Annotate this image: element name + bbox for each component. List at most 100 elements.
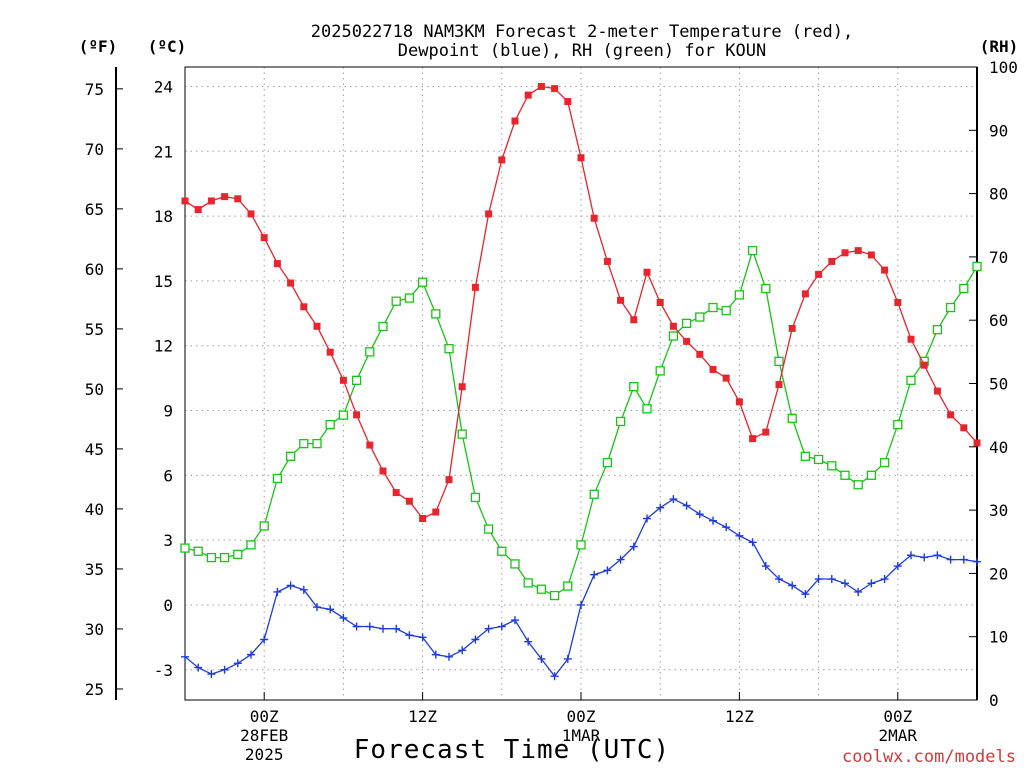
temperature-series-point <box>181 197 189 205</box>
rh-series-point <box>721 306 731 316</box>
temperature-series-point <box>234 195 242 203</box>
temperature-series-point <box>815 270 823 278</box>
celsius-tick-label: 18 <box>154 207 173 226</box>
title-line-2: Dewpoint (blue), RH (green) for KOUN <box>398 41 766 61</box>
fahrenheit-tick-label: 75 <box>85 80 104 99</box>
rh-series-point <box>325 419 335 430</box>
dewpoint-series-point <box>247 650 255 659</box>
temperature-series-point <box>498 156 506 164</box>
dewpoint-series-point <box>471 635 480 644</box>
dewpoint-series-point <box>669 495 678 504</box>
rh-series-point <box>827 461 837 471</box>
rh-series-point <box>629 382 639 392</box>
x-tick-label: 12Z <box>408 707 437 726</box>
x-tick-label: 00Z <box>250 707 279 726</box>
x-tick-label: 2025 <box>245 745 284 764</box>
rh-series-point <box>615 416 626 427</box>
rh-tick-label: 30 <box>989 501 1008 520</box>
temperature-series-point <box>775 381 783 389</box>
temperature-series-point <box>313 322 321 330</box>
temperature-series-point <box>709 365 717 373</box>
dewpoint-series-point <box>616 555 625 564</box>
celsius-tick-label: -3 <box>154 661 173 680</box>
dewpoint-series-point <box>260 635 269 644</box>
temperature-series-point <box>194 206 202 214</box>
dewpoint-series-point <box>920 553 929 562</box>
rh-series-point <box>180 543 190 553</box>
rh-series-point <box>932 325 943 335</box>
temperature-series-point <box>801 290 809 298</box>
dewpoint-series-point <box>524 637 533 646</box>
rh-series-point <box>813 454 824 465</box>
temperature-series-point <box>656 298 664 306</box>
rh-series-point <box>259 521 269 531</box>
dewpoint-series-point <box>207 670 216 679</box>
temperature-series-point <box>617 296 625 304</box>
dewpoint-series-point <box>590 570 599 579</box>
fahrenheit-tick-label: 55 <box>85 320 104 339</box>
temperature-series-point <box>221 193 229 201</box>
rh-series-point <box>602 457 613 468</box>
dewpoint-series-point <box>484 624 493 633</box>
dewpoint-series-point <box>194 663 203 672</box>
rh-series-point <box>497 546 507 556</box>
rh-series-point <box>972 261 982 272</box>
temperature-series-point <box>432 508 440 516</box>
dewpoint-series-point <box>445 652 453 661</box>
rh-series-point <box>695 312 705 322</box>
rh-series-point <box>351 375 362 385</box>
axes <box>115 66 978 701</box>
dewpoint-series-point <box>550 672 559 681</box>
temperature-series-point <box>669 322 677 330</box>
dewpoint-series-point <box>814 575 823 584</box>
temperature-series-point <box>881 266 889 274</box>
temperature-series-point <box>273 260 281 268</box>
temperature-series-point <box>366 441 374 449</box>
rh-series-point <box>681 318 692 329</box>
rh-series-point <box>378 321 388 332</box>
temperature-series-point <box>287 279 295 287</box>
fahrenheit-unit-label: (ºF) <box>79 37 118 56</box>
rh-series-point <box>840 470 850 480</box>
temperature-series-point <box>841 249 849 257</box>
dewpoint-series-point <box>497 622 506 631</box>
temperature-series-point <box>524 91 532 99</box>
rh-series-point <box>272 473 283 484</box>
temperature-series-point <box>643 268 651 276</box>
dewpoint-series-point <box>788 581 797 590</box>
dewpoint-series-point <box>603 566 612 575</box>
temperature-series-point <box>537 82 545 90</box>
rh-series-point <box>708 302 718 313</box>
temperature-series-point <box>405 497 413 505</box>
dewpoint-series-point <box>695 510 704 519</box>
rh-series-point <box>747 245 758 256</box>
x-tick-label: 00Z <box>883 707 912 726</box>
temperature-series-point <box>749 435 757 443</box>
tick-labels: -3 0 3 6 9 12 15 18 21 24 25 30 35 40 45 50 55 60 65 70 75 0 1… <box>85 58 1018 764</box>
temperature-series-point <box>735 398 743 406</box>
dewpoint-series-point <box>933 551 942 560</box>
dewpoint-series-point <box>511 616 519 625</box>
dewpoint-series-point <box>775 575 783 584</box>
temperature-series-point <box>551 85 559 93</box>
fahrenheit-tick-label: 45 <box>85 440 104 459</box>
dewpoint-series-point <box>656 503 665 512</box>
rh-series-point <box>444 344 454 354</box>
dewpoint-series-point <box>867 579 876 588</box>
rh-series-point <box>893 419 903 430</box>
temperature-series-point <box>379 467 387 475</box>
dewpoint-series-point <box>181 652 189 661</box>
rh-series-point <box>285 451 296 461</box>
temperature-series-point <box>973 439 981 447</box>
rh-series-point <box>510 559 520 569</box>
dewpoint-series-point <box>418 633 427 642</box>
fahrenheit-tick-label: 40 <box>85 500 104 519</box>
temperature-series-point <box>854 247 862 255</box>
dewpoint-series-point <box>959 555 968 564</box>
rh-series-point <box>391 296 401 306</box>
dewpoint-series-point <box>458 646 467 655</box>
title: 2025022718 NAM3KM Forecast 2-meter Tempe… <box>311 22 853 61</box>
rh-series-point <box>338 410 349 420</box>
dewpoint-series-point <box>973 557 981 566</box>
